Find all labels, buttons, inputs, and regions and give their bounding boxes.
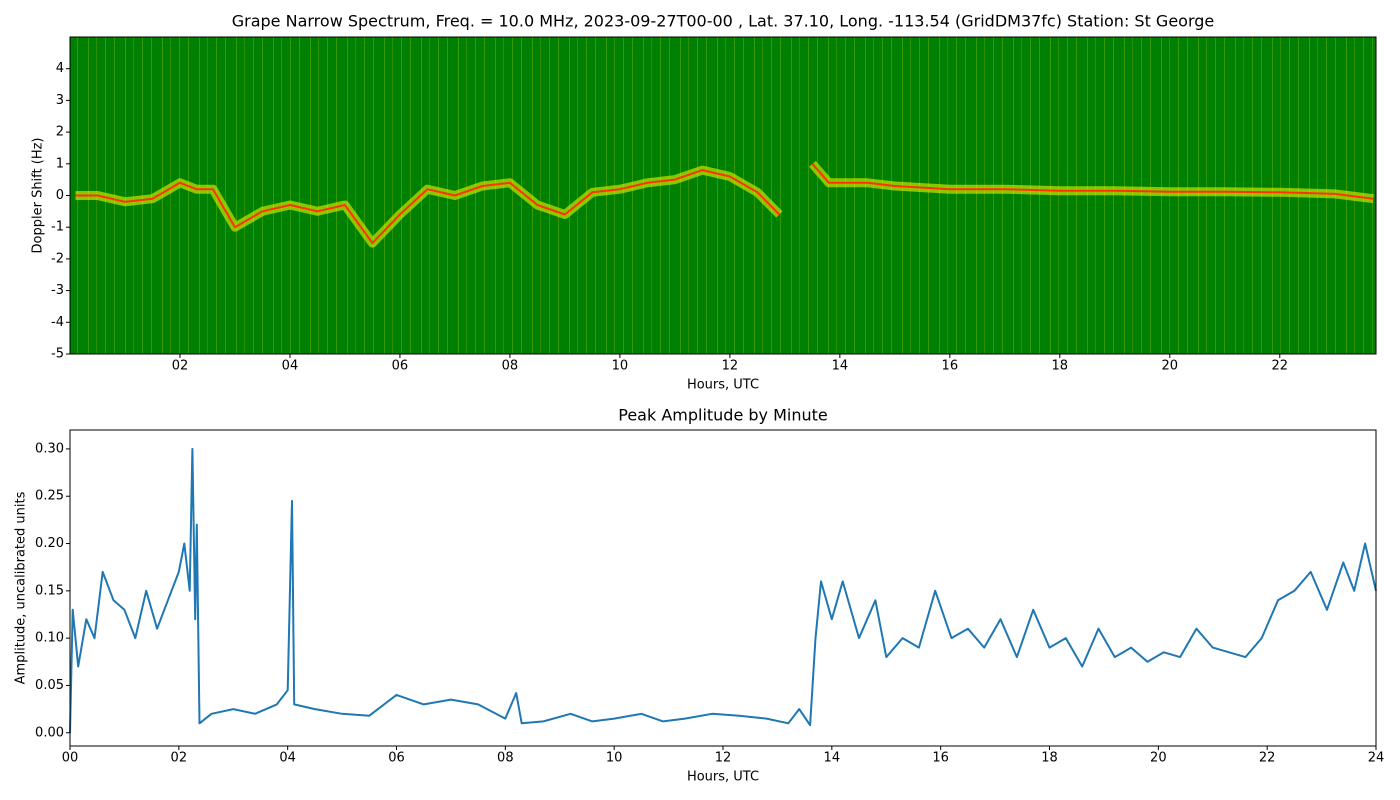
- x-tick-label: 20: [1150, 751, 1167, 766]
- y-tick-label: 0.25: [35, 489, 64, 504]
- chart-title: Grape Narrow Spectrum, Freq. = 10.0 MHz,…: [232, 12, 1215, 31]
- y-tick-label: -2: [51, 251, 64, 266]
- y-tick-label: 3: [56, 93, 64, 108]
- x-tick-label: 02: [171, 751, 188, 766]
- x-axis-label: Hours, UTC: [687, 378, 759, 393]
- plot-frame: [69, 429, 1377, 747]
- y-tick-label: -4: [51, 315, 64, 330]
- x-axis-label: Hours, UTC: [687, 770, 759, 785]
- x-tick-label: 12: [715, 751, 732, 766]
- y-axis-label: Doppler Shift (Hz): [31, 138, 46, 254]
- x-tick-label: 04: [282, 359, 299, 374]
- x-tick-label: 02: [172, 359, 189, 374]
- y-tick-label: 0.10: [35, 631, 64, 646]
- y-tick-label: -1: [51, 220, 64, 235]
- x-tick-label: 00: [62, 751, 79, 766]
- x-tick-label: 10: [612, 359, 629, 374]
- y-tick-label: 2: [56, 125, 64, 140]
- x-tick-label: 14: [824, 751, 841, 766]
- x-tick-label: 16: [942, 359, 959, 374]
- y-axis-label: Amplitude, uncalibrated units: [14, 491, 29, 684]
- y-tick-label: 0.05: [35, 678, 64, 693]
- doppler-trace: [75, 169, 781, 245]
- y-tick-label: 0.00: [35, 725, 64, 740]
- chart-title: Peak Amplitude by Minute: [618, 406, 828, 425]
- x-tick-label: 08: [502, 359, 519, 374]
- y-tick-label: 0.15: [35, 583, 64, 598]
- x-tick-label: 10: [606, 751, 623, 766]
- x-tick-label: 04: [279, 751, 296, 766]
- y-tick-label: 1: [56, 156, 64, 171]
- x-tick-label: 20: [1162, 359, 1179, 374]
- y-tick-label: -5: [51, 347, 64, 362]
- x-tick-label: 12: [722, 359, 739, 374]
- y-tick-label: 0.30: [35, 441, 64, 456]
- x-tick-label: 14: [832, 359, 849, 374]
- x-tick-label: 18: [1052, 359, 1069, 374]
- x-tick-label: 08: [497, 751, 514, 766]
- x-tick-label: 16: [932, 751, 949, 766]
- y-tick-label: 0.20: [35, 536, 64, 551]
- x-tick-label: 06: [392, 359, 409, 374]
- y-tick-label: 0: [56, 188, 64, 203]
- x-tick-label: 22: [1271, 359, 1288, 374]
- x-tick-label: 24: [1368, 751, 1385, 766]
- x-tick-label: 22: [1259, 751, 1276, 766]
- y-tick-label: 4: [56, 61, 64, 76]
- x-tick-label: 06: [388, 751, 405, 766]
- doppler-trace: [811, 163, 1374, 200]
- amplitude-line: [69, 447, 1377, 733]
- y-tick-label: -3: [51, 283, 64, 298]
- x-tick-label: 18: [1041, 751, 1058, 766]
